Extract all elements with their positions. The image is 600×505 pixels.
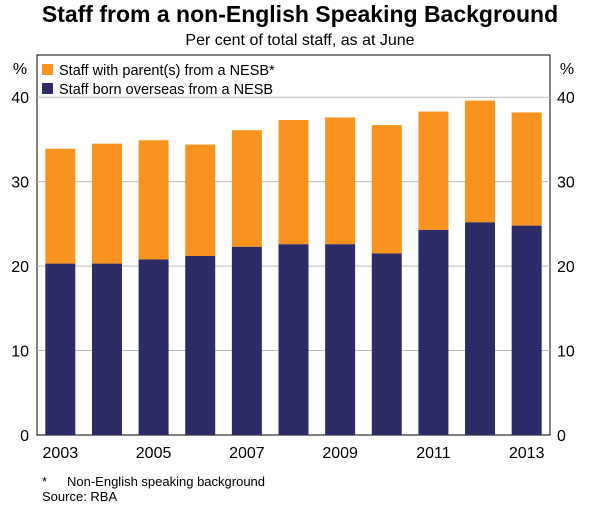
x-tick-2009: 2009 bbox=[322, 445, 358, 462]
legend-swatch-parents-nesb bbox=[42, 64, 53, 75]
bar-2013-series-1 bbox=[511, 112, 542, 226]
legend-label-born-overseas: Staff born overseas from a NESB bbox=[59, 82, 273, 98]
y-tick-right-30: 30 bbox=[557, 175, 575, 192]
right-y-axis-ticks: 0 10 20 30 40 bbox=[557, 90, 575, 445]
bar-2009-series-1 bbox=[325, 117, 356, 245]
y-tick-left-40: 40 bbox=[11, 90, 29, 107]
footnote-text: Non-English speaking background bbox=[67, 474, 265, 489]
y-tick-left-0: 0 bbox=[20, 428, 29, 445]
y-tick-right-40: 40 bbox=[557, 90, 575, 107]
y-tick-right-20: 20 bbox=[557, 259, 575, 276]
footnote-marker: * bbox=[42, 474, 47, 489]
y-tick-left-20: 20 bbox=[11, 259, 29, 276]
legend-swatch-born-overseas bbox=[42, 83, 53, 94]
x-tick-2003: 2003 bbox=[43, 445, 79, 462]
bar-2003-series-1 bbox=[45, 148, 76, 264]
x-axis-ticks: 2003 2005 2007 2009 2011 2013 bbox=[43, 445, 545, 462]
bar-2006-series-0 bbox=[185, 255, 216, 435]
bar-2010-series-1 bbox=[371, 125, 402, 254]
bar-2013-series-0 bbox=[511, 225, 542, 435]
bar-2010-series-0 bbox=[371, 253, 402, 435]
bar-2004-series-0 bbox=[91, 263, 122, 435]
legend: Staff with parent(s) from a NESB* Staff … bbox=[42, 63, 275, 98]
right-unit-label: % bbox=[560, 61, 574, 78]
bars-group bbox=[45, 100, 542, 435]
bar-2008-series-1 bbox=[278, 120, 309, 245]
left-y-axis-ticks: 0 10 20 30 40 bbox=[11, 90, 29, 445]
y-tick-left-10: 10 bbox=[11, 344, 29, 361]
y-tick-left-30: 30 bbox=[11, 175, 29, 192]
y-tick-right-10: 10 bbox=[557, 344, 575, 361]
bar-2012-series-0 bbox=[465, 222, 496, 435]
bar-2007-series-1 bbox=[231, 130, 262, 247]
bar-2007-series-0 bbox=[231, 246, 262, 435]
bar-2005-series-0 bbox=[138, 259, 169, 435]
x-tick-2005: 2005 bbox=[136, 445, 172, 462]
y-tick-right-0: 0 bbox=[557, 428, 566, 445]
bar-2005-series-1 bbox=[138, 140, 169, 260]
x-tick-2007: 2007 bbox=[229, 445, 265, 462]
bar-2011-series-0 bbox=[418, 229, 449, 435]
bar-2009-series-0 bbox=[325, 244, 356, 435]
chart-title: Staff from a non-English Speaking Backgr… bbox=[42, 1, 558, 27]
source-note: Source: RBA bbox=[42, 489, 117, 504]
x-tick-2013: 2013 bbox=[509, 445, 545, 462]
x-tick-2011: 2011 bbox=[416, 445, 451, 462]
bar-2012-series-1 bbox=[465, 100, 496, 223]
bar-2008-series-0 bbox=[278, 244, 309, 435]
left-unit-label: % bbox=[13, 61, 27, 78]
legend-label-parents-nesb: Staff with parent(s) from a NESB* bbox=[59, 63, 275, 79]
bar-2011-series-1 bbox=[418, 111, 449, 230]
bar-2006-series-1 bbox=[185, 144, 216, 256]
bar-2003-series-0 bbox=[45, 263, 76, 435]
bar-2004-series-1 bbox=[91, 143, 122, 264]
chart-subtitle: Per cent of total staff, as at June bbox=[185, 32, 414, 49]
